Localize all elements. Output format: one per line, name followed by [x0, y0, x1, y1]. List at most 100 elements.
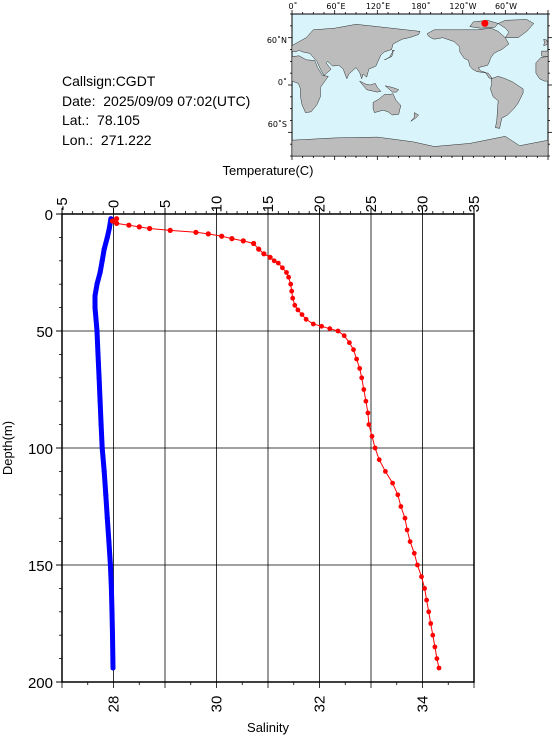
temperature-point — [251, 240, 257, 247]
temperature-point — [256, 246, 262, 252]
depth-tick-label: 200 — [28, 675, 53, 692]
salinity-point — [101, 246, 107, 252]
salinity-point — [104, 515, 110, 521]
temperature-point — [390, 480, 395, 486]
salinity-point — [97, 398, 103, 404]
lon-line: Lon.: 271.222 — [62, 131, 250, 151]
temperature-point — [335, 328, 341, 334]
temperature-point — [310, 321, 316, 327]
temp-tick-label: 25 — [363, 196, 380, 213]
map-label-180: 180˚ — [411, 1, 430, 11]
temp-tick-label: -5 — [54, 197, 71, 210]
land-africa — [291, 55, 329, 113]
salinity-point — [103, 492, 109, 498]
map-label-60e: 60˚E — [326, 1, 345, 11]
land-greenland — [497, 19, 535, 38]
salinity-point — [95, 351, 101, 357]
sal-tick-label: 28 — [106, 696, 123, 713]
depth-axis-title: Depth(m) — [0, 421, 15, 475]
land-indonesia — [359, 80, 382, 93]
temperature-point — [126, 222, 132, 228]
salinity-point — [97, 270, 103, 275]
map-group: 0˚ 60˚E 120˚E 180˚ 120˚W 60˚W 60˚N 0˚ 60… — [267, 1, 552, 160]
temperature-point — [347, 340, 352, 346]
temperature-point — [407, 539, 413, 544]
temperature-point — [424, 597, 429, 603]
map-top-labels: 0˚ 60˚E 120˚E 180˚ 120˚W 60˚W — [288, 1, 517, 11]
temperature-point — [432, 644, 438, 650]
temperature-point — [205, 231, 211, 237]
salinity-point — [106, 539, 112, 545]
temperature-point — [136, 224, 142, 230]
map-label-120w: 120˚W — [449, 1, 476, 11]
map-label-eq: 0˚ — [278, 77, 287, 87]
temperature-point — [109, 218, 116, 224]
salinity-point — [98, 422, 104, 428]
depth-tick-label: 0 — [45, 207, 53, 224]
sal-tick-label: 34 — [415, 696, 432, 713]
salinity-point — [99, 258, 105, 264]
station-info: Callsign:CGDT Date: 2025/09/09 07:02(UTC… — [62, 72, 250, 150]
land-north-america — [426, 27, 510, 80]
depth-tick-label: 100 — [28, 441, 53, 458]
temperature-axis: -5 0 5 10 15 20 25 30 35 — [54, 196, 483, 214]
temperature-point — [361, 387, 367, 392]
temperature-point — [365, 410, 371, 416]
depth-tick-label: 150 — [28, 558, 53, 575]
temperature-point — [288, 281, 294, 287]
temperature-point — [351, 347, 356, 353]
series-layer — [92, 216, 442, 671]
temperature-point — [411, 550, 417, 556]
map-label-60w: 60˚W — [495, 1, 517, 11]
temperature-point — [415, 562, 420, 568]
land-europe-west — [541, 50, 549, 57]
temperature-point — [341, 333, 347, 339]
land-japan — [384, 50, 395, 60]
salinity-point — [99, 445, 105, 451]
salinity-point — [94, 281, 100, 287]
salinity-point — [101, 468, 107, 474]
salinity-point — [107, 562, 113, 568]
date-value: 2025/09/09 07:02(UTC) — [103, 92, 251, 109]
temperature-point — [229, 236, 235, 242]
temp-tick-label: 15 — [260, 196, 277, 213]
land-png — [385, 85, 400, 93]
map-land — [291, 19, 549, 157]
temp-tick-label: 10 — [209, 196, 226, 213]
temperature-point — [327, 326, 333, 332]
land-uk — [543, 38, 549, 46]
station-marker — [481, 19, 489, 27]
temp-tick-label: 35 — [466, 196, 483, 213]
temperature-point — [359, 375, 365, 381]
temperature-point — [404, 527, 410, 533]
land-europe-asia — [291, 24, 421, 80]
temperature-point — [422, 586, 427, 591]
temperature-point — [430, 632, 436, 638]
temperature-point — [398, 504, 404, 509]
temperature-point — [428, 621, 434, 626]
temperature-point — [419, 574, 424, 580]
land-australia — [372, 93, 402, 116]
temperature-point — [289, 288, 295, 294]
temperature-point — [434, 656, 440, 661]
land-nz — [410, 112, 419, 122]
temperature-point — [369, 433, 375, 439]
salinity-point — [104, 234, 110, 240]
salinity-point — [94, 328, 100, 334]
land-south-america — [490, 76, 524, 129]
temp-tick-label: 5 — [157, 200, 174, 208]
map-label-120e: 120˚E — [366, 1, 390, 11]
temperature-point — [267, 254, 273, 260]
salinity-point — [92, 305, 98, 311]
salinity-point — [93, 316, 99, 322]
temperature-point — [292, 302, 298, 308]
temperature-point — [319, 323, 324, 329]
map-label-60s: 60˚S — [268, 119, 287, 129]
salinity-point — [108, 585, 114, 591]
salinity-axis-title: Salinity — [247, 720, 289, 735]
lat-line: Lat.: 78.105 — [62, 111, 250, 131]
temp-tick-label: 30 — [415, 196, 432, 213]
temperature-point — [284, 270, 289, 275]
callsign-line: Callsign:CGDT — [62, 73, 156, 89]
